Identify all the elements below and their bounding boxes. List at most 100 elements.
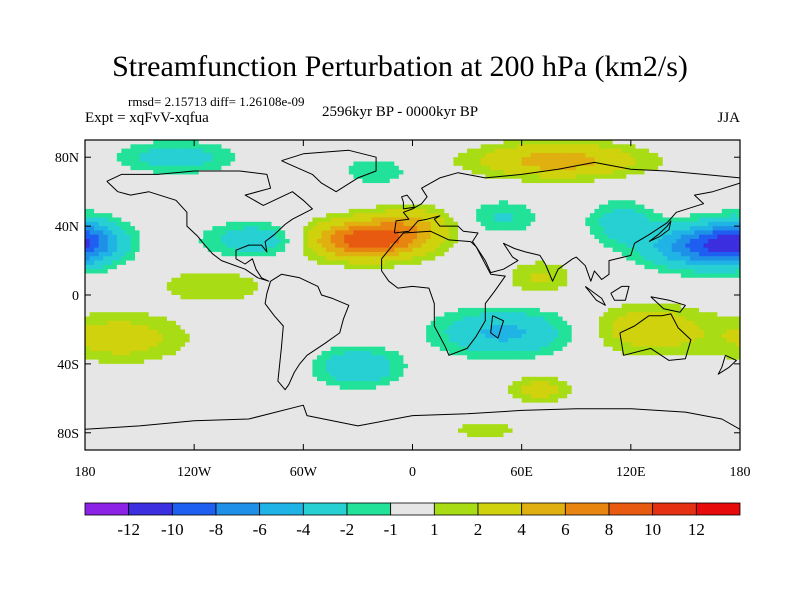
field-cell <box>562 247 568 253</box>
field-cell <box>653 230 659 236</box>
field-cell <box>494 200 500 206</box>
field-cell <box>476 282 482 287</box>
field-cell <box>539 226 546 232</box>
field-cell <box>494 282 500 287</box>
field-cell <box>735 260 740 266</box>
field-cell <box>175 243 182 249</box>
field-cell <box>421 213 427 219</box>
field-cell <box>389 264 395 270</box>
field-cell <box>94 221 100 227</box>
field-cell <box>485 165 491 171</box>
field-cell <box>594 191 600 197</box>
field-cell <box>485 277 491 283</box>
field-cell <box>562 195 568 201</box>
field-cell <box>298 148 304 154</box>
field-cell <box>189 286 195 292</box>
field-cell <box>498 144 505 150</box>
field-cell <box>185 178 191 184</box>
field-cell <box>276 286 282 292</box>
field-cell <box>367 140 373 145</box>
field-cell <box>712 230 718 236</box>
field-cell <box>203 148 209 154</box>
field-cell <box>612 251 618 257</box>
field-cell <box>658 191 664 197</box>
field-cell <box>248 152 254 158</box>
field-cell <box>294 200 300 206</box>
field-cell <box>576 213 582 219</box>
field-cell <box>285 277 291 283</box>
field-cell <box>717 230 723 236</box>
field-cell <box>430 273 436 279</box>
field-cell <box>585 264 591 270</box>
field-cell <box>130 170 136 176</box>
field-cell <box>653 282 659 287</box>
field-cell <box>207 148 213 154</box>
field-cell <box>175 204 182 210</box>
field-cell <box>594 239 600 244</box>
field-cell <box>153 204 159 210</box>
field-cell <box>512 152 518 158</box>
field-cell <box>558 260 564 266</box>
field-cell <box>253 152 259 158</box>
field-cell <box>271 170 277 176</box>
field-cell <box>380 174 386 180</box>
field-cell <box>239 170 245 176</box>
field-cell <box>503 221 509 227</box>
field-cell <box>680 152 687 158</box>
field-cell <box>621 217 627 223</box>
field-cell <box>462 260 468 266</box>
field-cell <box>717 174 723 180</box>
field-cell <box>344 269 350 275</box>
field-cell <box>353 234 359 240</box>
field-cell <box>539 148 546 154</box>
field-cell <box>535 247 541 253</box>
field-cell <box>608 226 614 232</box>
field-cell <box>216 152 223 158</box>
field-cell <box>467 178 473 184</box>
field-cell <box>335 165 341 171</box>
field-cell <box>726 195 732 201</box>
field-cell <box>189 243 195 249</box>
field-cell <box>94 144 100 150</box>
field-cell <box>389 200 395 206</box>
field-cell <box>144 204 150 210</box>
field-cell <box>116 144 122 150</box>
field-cell <box>476 273 482 279</box>
field-cell <box>512 247 518 253</box>
field-cell <box>339 191 345 197</box>
field-cell <box>198 217 204 223</box>
field-cell <box>553 226 559 232</box>
field-cell <box>185 174 191 180</box>
field-cell <box>189 204 195 210</box>
field-cell <box>649 165 655 171</box>
field-cell <box>726 140 732 145</box>
field-cell <box>494 277 500 283</box>
field-cell <box>498 161 505 167</box>
field-cell <box>312 221 318 227</box>
field-cell <box>621 269 627 275</box>
field-cell <box>621 239 627 244</box>
field-cell <box>394 243 400 249</box>
field-cell <box>503 260 509 266</box>
field-cell <box>94 161 100 167</box>
field-cell <box>89 183 95 188</box>
field-cell <box>244 230 250 236</box>
field-cell <box>380 208 386 214</box>
field-cell <box>280 234 286 240</box>
field-cell <box>175 277 182 283</box>
field-cell <box>103 239 109 244</box>
field-cell <box>376 247 382 253</box>
field-cell <box>503 251 509 257</box>
field-cell <box>444 195 450 201</box>
field-cell <box>89 170 95 176</box>
field-cell <box>103 157 109 163</box>
field-cell <box>367 213 373 219</box>
field-cell <box>212 273 218 279</box>
field-cell <box>517 157 523 163</box>
field-cell <box>480 204 486 210</box>
field-cell <box>312 178 318 184</box>
field-cell <box>385 239 391 244</box>
field-cell <box>266 204 273 210</box>
field-cell <box>353 226 359 232</box>
field-cell <box>189 152 195 158</box>
